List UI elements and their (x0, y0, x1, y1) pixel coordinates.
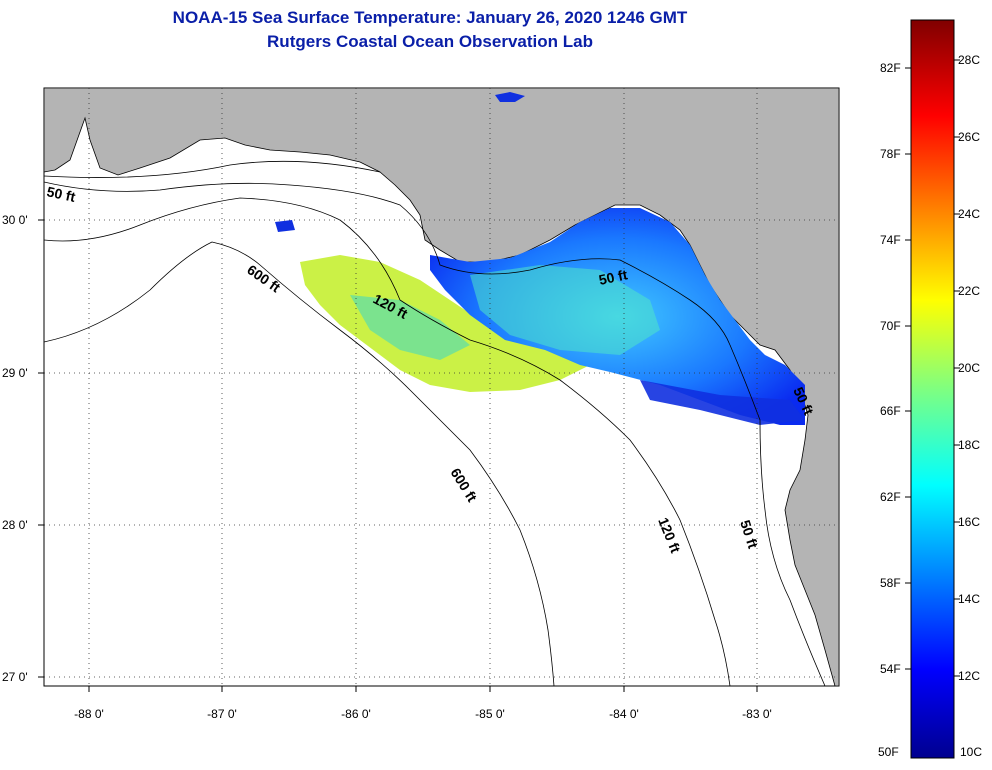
colorbar-label-74f: 74F (880, 233, 901, 247)
colorbar-label-70f: 70F (880, 319, 901, 333)
lon-label-87: -87 0' (207, 707, 237, 721)
sst-southern-band (640, 380, 805, 425)
colorbar-label-26c: 26C (958, 130, 981, 144)
colorbar-label-82f: 82F (880, 61, 901, 75)
sst-isolated-pixel (275, 220, 295, 232)
lon-label-83: -83 0' (742, 707, 772, 721)
lat-label-30: 30 0' (2, 213, 28, 227)
colorbar-label-12c: 12C (958, 669, 981, 683)
colorbar-label-18c: 18C (958, 438, 981, 452)
contour-600ft (44, 241, 555, 686)
lat-label-28: 28 0' (2, 518, 28, 532)
coastline (44, 160, 381, 178)
colorbar-ticks (905, 59, 960, 677)
colorbar-label-62f: 62F (880, 490, 901, 504)
lon-label-86: -86 0' (341, 707, 371, 721)
contour-label-50ft-bay: 50 ft (597, 266, 629, 288)
colorbar-label-28c: 28C (958, 53, 981, 67)
colorbar-label-16c: 16C (958, 515, 981, 529)
lat-label-27: 27 0' (2, 670, 28, 684)
lon-label-84: -84 0' (609, 707, 639, 721)
colorbar-label-58f: 58F (880, 576, 901, 590)
sst-cyan-core (470, 265, 660, 355)
lat-label-29: 29 0' (2, 366, 28, 380)
colorbar-label-78f: 78F (880, 147, 901, 161)
sst-mid-patch (350, 295, 470, 360)
axis-ticks (38, 219, 758, 692)
contour-120ft (44, 197, 731, 686)
colorbar-label-20c: 20C (958, 361, 981, 375)
lon-label-88: -88 0' (74, 707, 104, 721)
colorbar-label-50f: 50F (878, 745, 899, 759)
sst-inland-pixel (495, 92, 525, 102)
colorbar-label-10c: 10C (960, 745, 983, 759)
lon-label-85: -85 0' (475, 707, 505, 721)
colorbar-label-24c: 24C (958, 207, 981, 221)
colorbar (910, 19, 955, 759)
chart-title: NOAA-15 Sea Surface Temperature: January… (172, 8, 688, 27)
colorbar-label-14c: 14C (958, 592, 981, 606)
colorbar-label-22c: 22C (958, 284, 981, 298)
colorbar-label-66f: 66F (880, 404, 901, 418)
colorbar-label-54f: 54F (880, 662, 901, 676)
contour-label-50ft-west: 50 ft (45, 183, 77, 205)
contour-50ft (44, 181, 826, 686)
chart-subtitle: Rutgers Coastal Ocean Observation Lab (267, 32, 593, 51)
